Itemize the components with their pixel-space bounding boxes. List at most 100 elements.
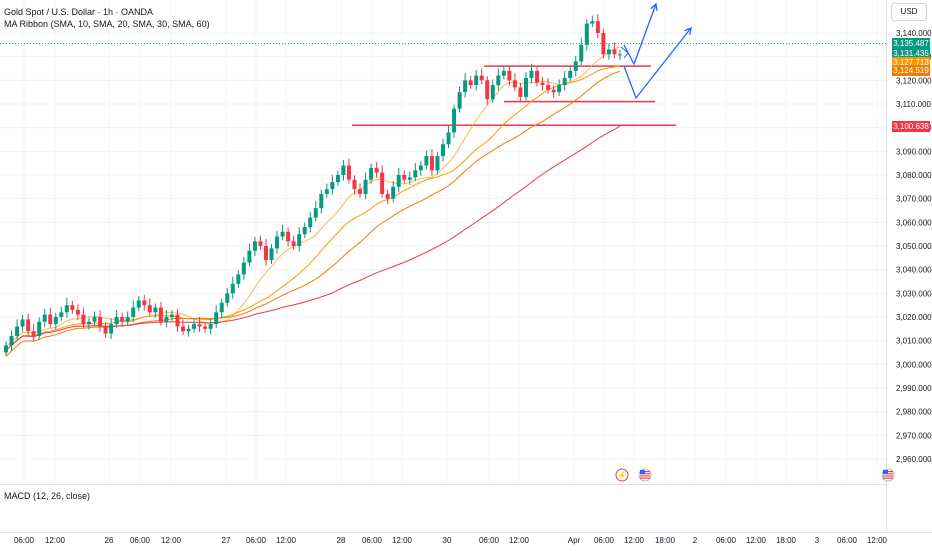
candle-body [335, 175, 340, 183]
candle-body [75, 309, 80, 315]
x-tick-label: 12:00 [746, 536, 767, 545]
candle-body [114, 317, 119, 325]
candle-body [37, 321, 42, 336]
candle-body [463, 80, 468, 93]
x-tick-label: 18:00 [776, 536, 797, 545]
y-tick-label: 3,070.000 [896, 195, 932, 204]
lightning-icon: ⚡ [617, 470, 627, 480]
candle-body [418, 165, 423, 171]
candle-body [219, 302, 224, 313]
candle-body [158, 307, 163, 322]
y-tick-label: 2,990.000 [896, 384, 932, 393]
candle-body [568, 70, 573, 78]
y-tick-label: 3,060.000 [896, 218, 932, 227]
price-tag: 3,127.713 [892, 57, 930, 69]
candle-body [606, 49, 611, 55]
candle-body [181, 326, 186, 332]
candle-body [92, 317, 97, 322]
candle-body [452, 108, 457, 133]
candle-body [286, 231, 291, 242]
flag-stripe [883, 477, 893, 479]
candle-body [142, 300, 147, 306]
candle-body [341, 165, 346, 175]
x-tick-label: 12:00 [392, 536, 413, 545]
candle-body [512, 80, 517, 88]
x-tick-label: 06:00 [837, 536, 858, 545]
x-tick-label: 06:00 [362, 536, 383, 545]
y-tick-label: 3,040.000 [896, 266, 932, 275]
candle-body [192, 324, 197, 329]
candle-body [120, 317, 125, 322]
candle-body [302, 227, 307, 235]
candle-body [48, 314, 53, 325]
flag-stripe [883, 475, 893, 477]
x-tick-label: 06:00 [479, 536, 500, 545]
candle-body [529, 70, 534, 78]
y-tick-label: 3,090.000 [896, 147, 932, 156]
candle-body [131, 307, 136, 317]
x-tick-label: 12:00 [161, 536, 182, 545]
candle-body [147, 305, 152, 313]
candle-body [9, 335, 14, 346]
candle-body [496, 75, 501, 86]
candle-body [203, 326, 208, 329]
x-tick-label: Apr [568, 536, 581, 545]
candle-body [269, 248, 274, 261]
candle-body [291, 241, 296, 246]
candle-body [4, 345, 8, 353]
candle-body [164, 317, 169, 322]
x-tick-label: 12:00 [45, 536, 66, 545]
candle-body [258, 241, 263, 246]
candle-body [330, 182, 335, 190]
candle-body [125, 317, 130, 322]
candle-body [70, 305, 75, 310]
candle-body [369, 167, 374, 180]
candle-body [247, 250, 252, 263]
candle-body [435, 156, 440, 171]
candle-body [391, 186, 396, 199]
candle-body [20, 319, 25, 327]
candle-body [595, 21, 600, 33]
y-tick-label: 3,140.000 [896, 29, 932, 38]
candle-body [618, 54, 622, 56]
candle-body [358, 189, 363, 194]
candle-body [98, 317, 103, 327]
candle-body [490, 85, 495, 100]
candle-body [501, 70, 506, 76]
candle-body [557, 85, 562, 93]
candle-body [15, 326, 20, 336]
y-tick-label: 2,960.000 [896, 455, 932, 464]
candle-body [153, 307, 158, 313]
candle-body [612, 49, 617, 55]
candle-body [429, 156, 434, 171]
projection-arrow-short [620, 46, 629, 59]
currency-selector[interactable]: USD [891, 3, 927, 21]
candle-body [579, 44, 584, 62]
candle-body [263, 246, 268, 261]
candle-body [280, 231, 285, 237]
y-tick-label: 3,080.000 [896, 171, 932, 180]
candle-body [573, 61, 578, 71]
candle-body [313, 208, 318, 218]
ma-line-10 [5, 46, 621, 347]
candle-body [507, 70, 512, 81]
macd-legend: MACD (12, 26, close) [4, 491, 91, 501]
candle-body [518, 87, 523, 97]
candle-body [396, 175, 401, 187]
y-tick-label: 3,020.000 [896, 313, 932, 322]
y-tick-label: 3,050.000 [896, 242, 932, 251]
candle-body [64, 305, 69, 313]
candle-body [562, 77, 567, 86]
x-tick-label: 06:00 [594, 536, 615, 545]
candle-body [374, 167, 379, 173]
projection-arrow-up-1 [623, 3, 657, 66]
candle-body [241, 262, 246, 275]
x-tick-label: 06:00 [716, 536, 737, 545]
candle-body [297, 234, 302, 246]
candle-body [363, 179, 368, 194]
projection-arrow-up-2-head [684, 26, 692, 36]
candle-body [402, 175, 407, 180]
candle-body [590, 21, 595, 24]
candle-body [457, 92, 462, 109]
